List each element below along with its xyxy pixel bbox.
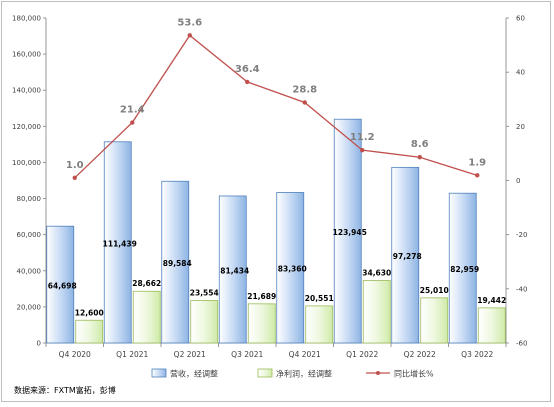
profit-bar [190, 300, 219, 344]
left-tick-label: 80,000 [17, 195, 42, 203]
revenue-data-label: 64,698 [48, 282, 77, 291]
growth-point [187, 33, 192, 38]
legend-profit-swatch [257, 368, 273, 378]
growth-data-label: 1.0 [66, 160, 84, 171]
left-tick-label: 120,000 [12, 123, 41, 131]
revenue-data-label: 123,945 [333, 228, 367, 237]
revenue-profit-chart: 0 20,000 40,000 60,000 80,000 100,000 120,000 1… [12, 15, 527, 379]
revenue-data-label: 81,434 [220, 266, 249, 275]
growth-data-label: 36.4 [235, 64, 260, 75]
profit-data-label: 28,662 [132, 279, 161, 288]
left-tick-label: 60,000 [17, 231, 42, 239]
legend-revenue-swatch [151, 368, 167, 378]
revenue-data-label: 82,959 [450, 265, 479, 274]
profit-bar [420, 297, 449, 344]
x-tick-label: Q1 2022 [346, 350, 378, 359]
profit-bar [247, 303, 276, 344]
legend-profit-label: 净利润，经调整 [276, 369, 332, 379]
left-tick-label: 40,000 [17, 267, 42, 275]
profit-data-label: 12,600 [75, 308, 104, 317]
left-tick-label: 0 [37, 340, 41, 348]
revenue-bar [218, 195, 247, 344]
profit-bar [75, 319, 104, 344]
growth-point [302, 100, 307, 105]
right-tick-label: 40 [516, 69, 525, 77]
left-tick-label: 180,000 [12, 15, 41, 23]
profit-data-label: 20,551 [305, 294, 334, 303]
revenue-bar [333, 118, 362, 344]
right-tick-label: -60 [516, 340, 527, 348]
revenue-bar [161, 180, 190, 344]
right-tick-label: 0 [516, 177, 520, 185]
x-tick-label: Q4 2020 [59, 350, 91, 359]
profit-data-label: 23,554 [190, 288, 219, 297]
revenue-bar [103, 141, 132, 344]
left-tick-label: 160,000 [12, 51, 41, 59]
profit-bar [362, 280, 391, 344]
right-tick-label: -20 [516, 231, 527, 239]
right-tick-label: 60 [516, 15, 525, 23]
right-tick-label: 20 [516, 123, 525, 131]
source-note: 数据来源：FXTM富拓，彭博 [14, 386, 116, 395]
growth-data-label: 21.4 [120, 105, 145, 116]
x-tick-label: Q4 2021 [289, 350, 321, 359]
revenue-bar [276, 192, 305, 344]
legend-revenue-label: 营收，经调整 [170, 369, 218, 379]
growth-point [417, 155, 422, 160]
growth-point [130, 120, 135, 125]
x-tick-label: Q3 2021 [231, 350, 263, 359]
chart-frame: 0 20,000 40,000 60,000 80,000 100,000 120,000 1… [1, 1, 551, 402]
profit-data-label: 21,689 [247, 292, 276, 301]
x-tick-label: Q2 2022 [404, 350, 436, 359]
revenue-data-label: 89,584 [163, 259, 192, 268]
profit-data-label: 34,630 [362, 268, 391, 277]
x-tick-label: Q1 2021 [116, 350, 148, 359]
revenue-data-label: 97,278 [393, 252, 422, 261]
growth-point [72, 175, 77, 180]
growth-data-label: 53.6 [177, 17, 202, 28]
revenue-data-label: 111,439 [103, 239, 137, 248]
revenue-bar [448, 192, 477, 344]
legend: 营收，经调整 净利润，经调整 同比增长% [151, 368, 434, 379]
left-tick-label: 100,000 [12, 159, 41, 167]
growth-data-label: 11.2 [350, 132, 375, 143]
growth-data-label: 8.6 [411, 139, 429, 150]
profit-data-label: 19,442 [477, 296, 506, 305]
profit-bar [477, 307, 506, 344]
left-tick-label: 140,000 [12, 87, 41, 95]
revenue-data-label: 83,360 [278, 265, 307, 274]
x-tick-label: Q3 2022 [461, 350, 493, 359]
x-tick-label: Q2 2021 [174, 350, 206, 359]
profit-bar [305, 305, 334, 344]
left-tick-label: 20,000 [17, 303, 42, 311]
growth-point [475, 173, 480, 178]
growth-point [245, 79, 250, 85]
profit-data-label: 25,010 [420, 286, 449, 295]
right-tick-label: -40 [516, 285, 527, 293]
growth-line [74, 34, 478, 179]
revenue-bar [391, 166, 420, 344]
profit-bar [132, 290, 161, 344]
legend-growth-marker [376, 371, 380, 375]
growth-data-label: 28.8 [292, 85, 317, 96]
growth-data-label: 1.9 [468, 157, 486, 168]
revenue-bar [46, 225, 75, 344]
legend-growth-label: 同比增长% [394, 369, 434, 379]
growth-point [360, 147, 365, 153]
